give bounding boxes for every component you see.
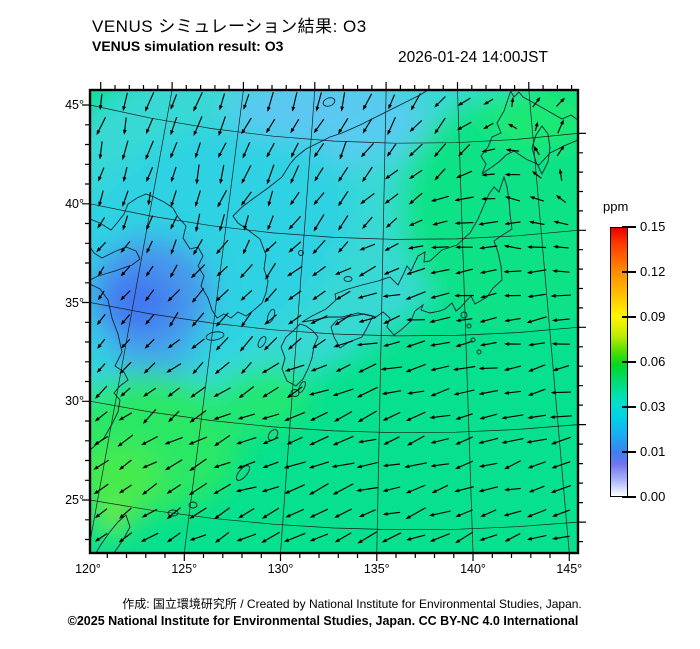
colorbar-tick bbox=[622, 226, 636, 228]
valid-timestamp: 2026-01-24 14:00JST bbox=[398, 49, 548, 66]
colorbar-tick-label: 0.12 bbox=[640, 264, 666, 280]
colorbar-tick bbox=[622, 406, 636, 408]
colorbar-tick bbox=[622, 271, 636, 273]
lon-tick-label: 120° bbox=[75, 562, 101, 576]
graticule bbox=[90, 90, 578, 553]
degree-tick-marks bbox=[82, 82, 586, 561]
colorbar-tick-label: 0.01 bbox=[640, 443, 666, 459]
lon-tick-label: 145° bbox=[556, 562, 583, 576]
page-title-english: VENUS simulation result: O3 bbox=[92, 38, 284, 54]
license-line: ©2025 National Institute for Environment… bbox=[67, 614, 579, 628]
colorbar-tick-label: 0.00 bbox=[640, 489, 666, 504]
lon-tick-label: 125° bbox=[171, 562, 198, 576]
lon-tick-label: 140° bbox=[460, 562, 486, 576]
page-title-japanese: VENUS シミュレーション結果: O3 bbox=[92, 17, 367, 36]
colorbar-tick bbox=[622, 361, 636, 363]
lat-tick-label: 25° bbox=[65, 493, 84, 507]
lat-tick-label: 40° bbox=[65, 196, 84, 211]
credit-line: 作成: 国立環境研究所 / Created by National Instit… bbox=[122, 597, 582, 611]
coastlines bbox=[90, 90, 578, 553]
colorbar-tick bbox=[622, 450, 636, 453]
lat-tick-label: 45° bbox=[65, 98, 84, 112]
lon-tick-label: 135° bbox=[363, 562, 390, 576]
wind-arrows-layer bbox=[93, 91, 572, 544]
simulation-map bbox=[82, 82, 586, 561]
colorbar-tick-label: 0.06 bbox=[640, 354, 666, 369]
lat-tick-label: 35° bbox=[65, 295, 84, 310]
colorbar-tick bbox=[622, 496, 636, 498]
colorbar-tick-label: 0.03 bbox=[640, 399, 666, 415]
colorbar-tick-label: 0.15 bbox=[640, 219, 666, 234]
lat-tick-label: 30° bbox=[65, 394, 84, 409]
colorbar-unit-label: ppm bbox=[603, 199, 629, 214]
map-frame bbox=[88, 88, 580, 555]
colorbar-tick bbox=[622, 315, 636, 318]
colorbar-tick-label: 0.09 bbox=[640, 308, 666, 324]
lon-tick-label: 130° bbox=[267, 562, 294, 576]
